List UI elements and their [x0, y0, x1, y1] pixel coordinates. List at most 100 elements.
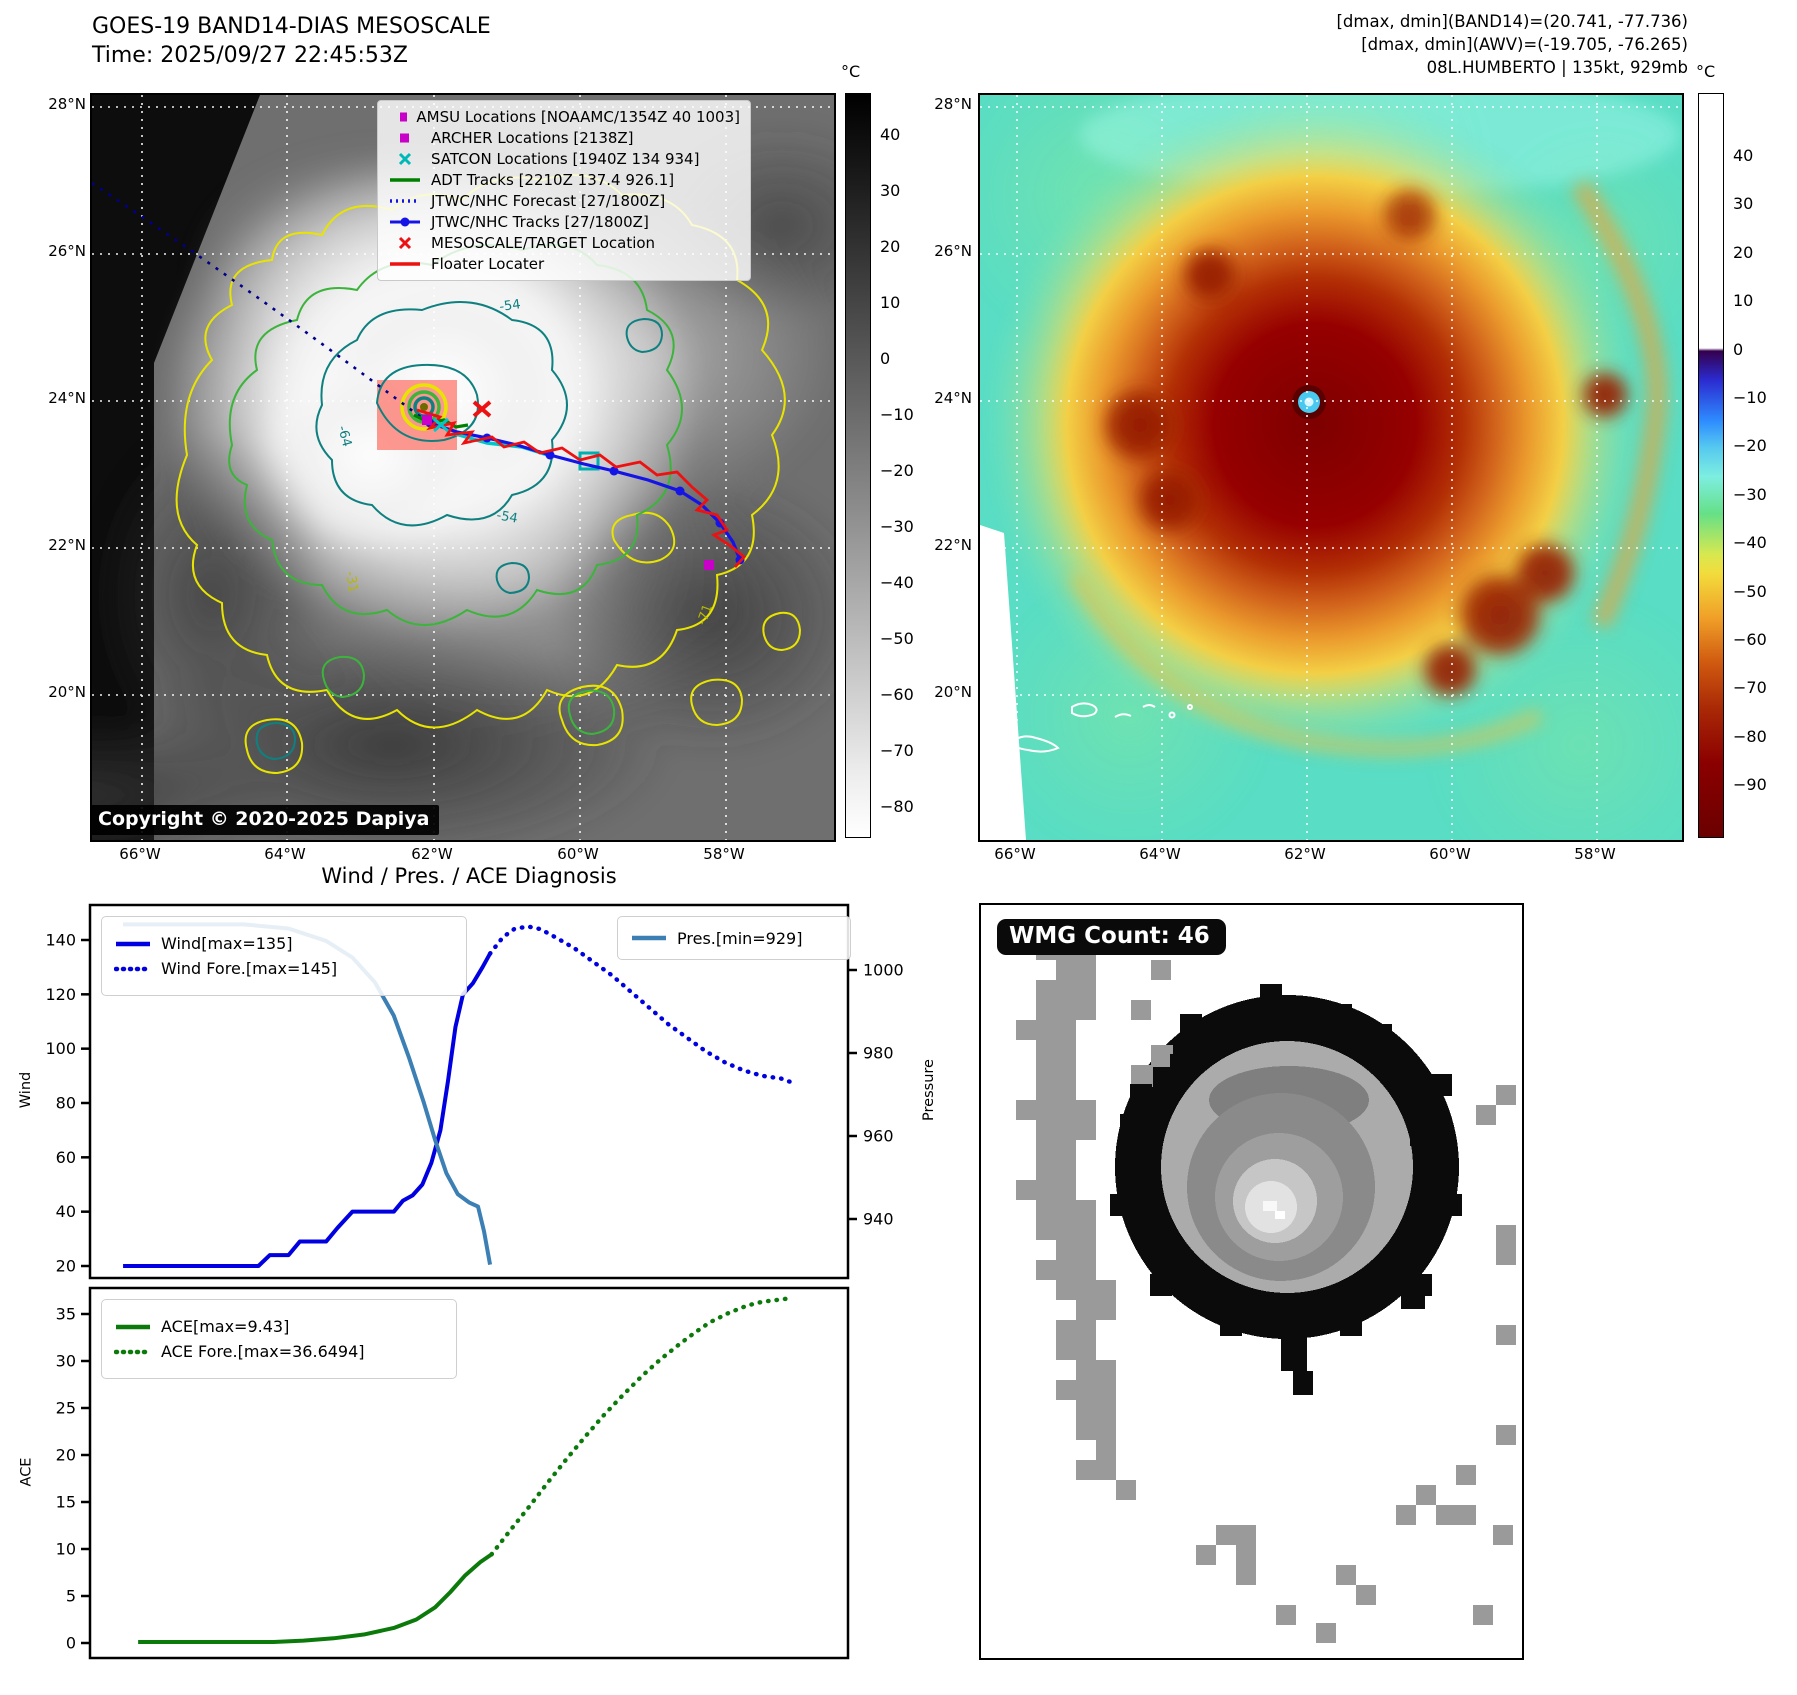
- lat-label: 20°N: [48, 683, 86, 701]
- contour-label: -54: [498, 297, 521, 315]
- contour-label: -64: [334, 424, 354, 448]
- wmg-ring-pixel: [1290, 1304, 1312, 1326]
- ir-colorbar-tick: −60: [1733, 630, 1767, 649]
- goes-colorbar-tick: −80: [880, 797, 914, 816]
- ir-colorbar-tick: −40: [1733, 533, 1767, 553]
- axis-tick-label: 140: [45, 931, 76, 950]
- solid-line-legend-marker: [116, 941, 150, 946]
- dotted-line-legend-marker: [114, 1349, 152, 1354]
- goes-map-legend: AMSU Locations [NOAAMC/1354Z 40 1003] ARC…: [377, 100, 751, 281]
- charts-title: Wind / Pres. / ACE Diagnosis: [321, 864, 617, 888]
- lon-label: 64°W: [264, 845, 306, 863]
- lat-label: 24°N: [934, 389, 972, 407]
- wmg-ring-pixel: [1170, 1054, 1192, 1076]
- contours: [175, 174, 802, 775]
- goes-colorbar-tick: 20: [880, 237, 901, 256]
- map-legend-item: AMSU Locations [NOAAMC/1354Z 40 1003]: [388, 108, 740, 126]
- chart-legend-item: ACE[max=9.43]: [114, 1317, 444, 1336]
- wmg-ring-pixel: [1130, 1084, 1152, 1106]
- axis-tick-label: 30: [56, 1352, 76, 1371]
- lon-label: 66°W: [119, 845, 161, 863]
- lat-label: 26°N: [934, 242, 972, 260]
- wind-legend: Wind[max=135] Wind Fore.[max=145]: [101, 916, 467, 996]
- axis-tick-label: 40: [56, 1202, 76, 1221]
- axis-tick-label: 20: [56, 1257, 76, 1276]
- wmg-art: [1016, 940, 1516, 1643]
- ir-colorbar-tick: −50: [1733, 581, 1767, 601]
- map-legend-label: JTWC/NHC Forecast [27/1800Z]: [431, 192, 666, 210]
- axis-tick-label: 20: [56, 1446, 76, 1465]
- lat-label: 20°N: [934, 683, 972, 701]
- ir-map-art: [980, 95, 1682, 840]
- pressure-legend: Pres.[min=929]: [617, 916, 851, 960]
- lon-label: 60°W: [1429, 845, 1471, 863]
- goes-colorbar-tick: −40: [880, 573, 914, 592]
- map-legend-label: ADT Tracks [2210Z 137.4 926.1]: [431, 171, 675, 189]
- axis-tick-label: 980: [863, 1044, 894, 1063]
- chart-legend-label: ACE Fore.[max=36.6494]: [161, 1342, 365, 1361]
- axis-tick-label: 10: [56, 1540, 76, 1559]
- x-legend-marker: [398, 152, 412, 166]
- axis-tick-label: 1000: [863, 961, 904, 980]
- axis-tick-label: 120: [45, 985, 76, 1004]
- ir-header-line3: 08L.HUMBERTO | 135kt, 929mb: [1426, 58, 1688, 77]
- wmg-ring-pixel: [1410, 1124, 1432, 1146]
- ir-colorbar-tick: −20: [1733, 436, 1767, 456]
- jtwc-forecast-track: [92, 181, 427, 423]
- axis-tick-label: 15: [56, 1493, 76, 1512]
- pressure-axis-label: Pressure: [920, 1059, 937, 1121]
- map-legend-label: SATCON Locations [1940Z 134 934]: [431, 150, 700, 168]
- lon-label: 58°W: [703, 845, 745, 863]
- floater-track: [416, 408, 747, 568]
- wmg-ring-pixel: [1440, 1194, 1462, 1216]
- map-legend-item: MESOSCALE/TARGET Location: [388, 234, 740, 252]
- ace-chart-frame: [88, 1286, 850, 1660]
- ir-colorbar-tick: 20: [1733, 242, 1754, 262]
- wmg-scatter: [1196, 1085, 1516, 1643]
- ir-storm: [980, 95, 1668, 760]
- goes-colorbar-tick: −70: [880, 741, 914, 760]
- map-legend-item: Floater Locater: [388, 255, 740, 273]
- axis-tick-label: 940: [863, 1210, 894, 1229]
- wmg-ring-pixel: [1110, 1194, 1132, 1216]
- wind-axis-label: Wind: [18, 1071, 35, 1109]
- lat-label: 28°N: [48, 95, 86, 113]
- chart-legend-item: ACE Fore.[max=36.6494]: [114, 1342, 444, 1361]
- ir-header-line2: [dmax, dmin](AWV)=(-19.705, -76.265): [1361, 35, 1688, 54]
- wmg-ring-pixel: [1260, 1314, 1282, 1336]
- ir-colorbar-tick: −90: [1733, 775, 1767, 795]
- square-legend-marker: [400, 133, 409, 143]
- map-legend-label: AMSU Locations [NOAAMC/1354Z 40 1003]: [416, 108, 740, 126]
- goes-colorbar-tick: 40: [880, 125, 901, 144]
- axis-tick-label: 25: [56, 1399, 76, 1418]
- goes-colorbar-tick: 30: [880, 181, 901, 200]
- map-legend-label: JTWC/NHC Tracks [27/1800Z]: [431, 213, 649, 231]
- x-legend-marker: [398, 236, 412, 250]
- axis-tick-label: 60: [56, 1148, 76, 1167]
- ir-colorbar-tick: −10: [1733, 388, 1767, 407]
- ir-colorbar-tick: 30: [1733, 194, 1754, 214]
- axis-tick-label: 35: [56, 1305, 76, 1324]
- series-wind-max-: [123, 952, 492, 1268]
- wmg-ring-pixel: [1180, 1014, 1202, 1036]
- lon-label: 60°W: [557, 845, 599, 863]
- solid-line-legend-marker: [116, 1324, 150, 1329]
- chart-legend-label: Pres.[min=929]: [677, 928, 803, 948]
- islands: [1008, 702, 1193, 753]
- series-wind-fore-max-: [487, 924, 799, 1087]
- ir-colorbar: [1698, 93, 1724, 838]
- wmg-ring-pixel: [1340, 1314, 1362, 1336]
- map-legend-item: JTWC/NHC Tracks [27/1800Z]: [388, 213, 740, 231]
- wmg-count-badge: WMG Count: 46: [997, 919, 1226, 955]
- ir-header: [dmax, dmin](BAND14)=(20.741, -77.736) […: [1336, 10, 1688, 79]
- wind-chart-frame: [88, 903, 850, 1280]
- dotted-legend-marker: [390, 199, 420, 203]
- contour-label: -71: [695, 602, 716, 627]
- wmg-ring-pixel: [1430, 1154, 1452, 1176]
- wmg-ring-pixel: [1410, 1274, 1432, 1296]
- lon-label: 62°W: [1284, 845, 1326, 863]
- line-legend-marker: [390, 178, 420, 182]
- wmg-ring-pixel: [1400, 1224, 1422, 1246]
- series-ace-max-: [138, 1552, 493, 1645]
